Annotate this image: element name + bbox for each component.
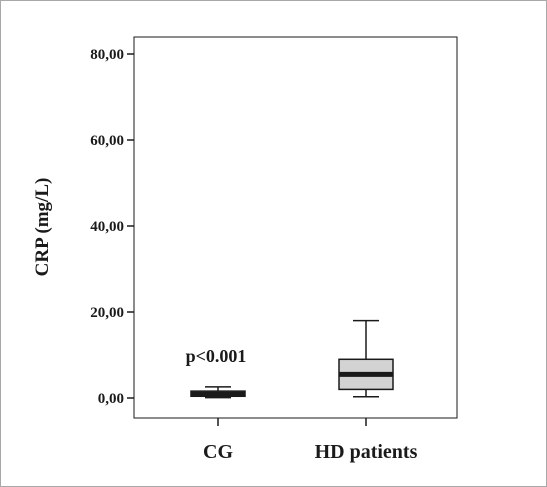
y-tick-label: 80,00 — [90, 47, 124, 63]
y-tick-label: 0,00 — [98, 391, 124, 407]
y-axis: 0,00 20,00 40,00 60,00 80,00 — [90, 47, 134, 407]
x-tick-label: HD patients — [315, 441, 418, 463]
x-tick-label: CG — [203, 441, 233, 463]
y-tick-label: 40,00 — [90, 219, 124, 235]
plot-area — [133, 36, 458, 419]
annotations-layer: p<0.001 — [186, 346, 247, 366]
y-tick-label: 60,00 — [90, 133, 124, 149]
y-axis-title: CRP (mg/L) — [32, 178, 53, 277]
p-value-annotation: p<0.001 — [186, 346, 247, 366]
boxes-layer — [190, 319, 394, 399]
box-hd-patients — [338, 319, 394, 398]
box-cg — [190, 386, 246, 399]
y-tick-label: 20,00 — [90, 305, 124, 321]
x-axis: CG HD patients — [203, 418, 418, 463]
